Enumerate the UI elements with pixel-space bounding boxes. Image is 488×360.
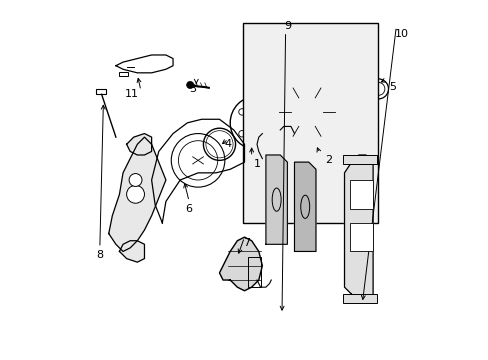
Bar	[247, 257, 260, 287]
Polygon shape	[119, 241, 144, 262]
Bar	[349, 223, 372, 251]
Bar	[119, 72, 128, 76]
Circle shape	[129, 174, 142, 186]
Polygon shape	[294, 162, 315, 251]
Bar	[96, 89, 106, 94]
Circle shape	[232, 254, 252, 274]
Polygon shape	[219, 237, 262, 291]
Circle shape	[186, 81, 193, 89]
Polygon shape	[126, 134, 151, 155]
Text: 2: 2	[324, 156, 331, 165]
Text: 4: 4	[224, 139, 231, 149]
Bar	[342, 155, 376, 164]
Text: 3: 3	[189, 84, 196, 94]
Bar	[342, 294, 376, 303]
Polygon shape	[265, 155, 287, 244]
Text: 11: 11	[125, 89, 139, 99]
Text: 1: 1	[253, 159, 260, 169]
Text: 7: 7	[242, 238, 249, 248]
Text: 6: 6	[185, 203, 192, 213]
Text: 8: 8	[96, 250, 103, 260]
Bar	[242, 23, 378, 223]
Text: 5: 5	[388, 82, 395, 92]
Polygon shape	[344, 155, 372, 301]
Polygon shape	[108, 137, 165, 251]
Text: 10: 10	[394, 28, 408, 39]
Bar	[349, 180, 372, 208]
Text: 9: 9	[283, 21, 290, 31]
Circle shape	[126, 185, 144, 203]
